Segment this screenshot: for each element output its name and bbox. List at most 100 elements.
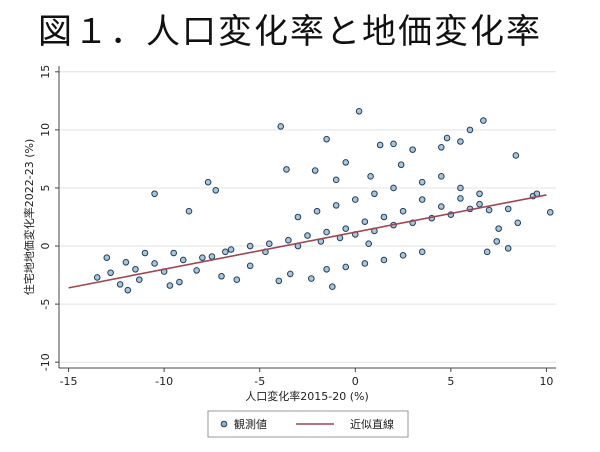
scatter-point bbox=[323, 228, 330, 236]
scatter-point bbox=[283, 166, 290, 173]
scatter-point bbox=[227, 246, 235, 253]
y-axis-label: 住宅地地価変化率2022-23 (%) bbox=[22, 139, 36, 296]
scatter-point bbox=[438, 173, 445, 180]
scatter-point bbox=[304, 232, 311, 239]
scatter-point bbox=[93, 274, 101, 281]
scatter-point bbox=[222, 248, 229, 256]
legend-label-fit: 近似直線 bbox=[350, 417, 394, 431]
scatter-point bbox=[355, 108, 363, 115]
scatter-point bbox=[141, 249, 149, 257]
scatter-point bbox=[294, 213, 302, 221]
scatter-point bbox=[342, 225, 350, 232]
x-tick-label: -10 bbox=[155, 375, 173, 388]
scatter-point bbox=[116, 281, 124, 288]
scatter-point bbox=[313, 207, 321, 215]
scatter-point bbox=[218, 272, 225, 280]
scatter-point bbox=[409, 146, 416, 153]
scatter-point bbox=[170, 249, 177, 257]
y-tick-label: 5 bbox=[39, 184, 52, 191]
scatter-point bbox=[285, 236, 292, 244]
scatter-point bbox=[443, 134, 451, 142]
scatter-point bbox=[107, 269, 114, 277]
scatter-point bbox=[380, 256, 388, 264]
scatter-point bbox=[390, 184, 397, 192]
scatter-point bbox=[485, 206, 493, 214]
scatter-point bbox=[457, 195, 464, 202]
scatter-point bbox=[311, 167, 319, 174]
scatter-point bbox=[418, 178, 426, 186]
scatter-point bbox=[476, 200, 483, 208]
x-tick-label: 10 bbox=[539, 375, 553, 388]
scatter-point bbox=[495, 225, 502, 232]
y-tick-label: 10 bbox=[39, 123, 52, 137]
scatter-point bbox=[185, 207, 193, 215]
scatter-point bbox=[193, 267, 200, 274]
scatter-point bbox=[135, 276, 143, 284]
legend: 観測値 近似直線 bbox=[207, 410, 409, 438]
scatter-point bbox=[208, 253, 216, 260]
page-title: 図１．人口変化率と地価変化率 bbox=[38, 12, 542, 52]
x-tick-label: 0 bbox=[352, 375, 359, 388]
scatter-point bbox=[371, 190, 378, 198]
scatter-point bbox=[342, 263, 350, 271]
scatter-point bbox=[457, 184, 464, 192]
gridlines bbox=[59, 71, 556, 363]
y-tick-label: 0 bbox=[39, 243, 52, 250]
scatter-point bbox=[480, 117, 487, 124]
scatter-point bbox=[329, 283, 336, 290]
x-tick-label: 5 bbox=[447, 375, 454, 388]
scatter-point bbox=[204, 178, 212, 186]
scatter-point bbox=[418, 248, 426, 256]
legend-marker-observed bbox=[220, 420, 228, 428]
scatter-point bbox=[351, 196, 359, 203]
scatter-point bbox=[376, 141, 384, 149]
scatter-point bbox=[367, 173, 374, 180]
fit-line-layer bbox=[68, 194, 547, 289]
scatter-point bbox=[286, 270, 294, 278]
scatter-point bbox=[365, 240, 372, 248]
scatter-point bbox=[103, 254, 111, 261]
y-tick-label: -10 bbox=[39, 353, 52, 371]
scatter-point bbox=[438, 144, 445, 151]
scatter-point bbox=[151, 260, 158, 267]
scatter-point bbox=[332, 176, 340, 184]
scatter-point bbox=[361, 218, 369, 225]
scatter-point bbox=[380, 213, 388, 221]
scatter-point bbox=[151, 190, 158, 198]
scatter-point bbox=[166, 282, 174, 289]
scatter-point bbox=[199, 254, 206, 261]
scatter-point bbox=[514, 219, 522, 227]
y-tick-label: -5 bbox=[39, 299, 52, 310]
scatter-point bbox=[493, 238, 501, 245]
scatter-point bbox=[418, 196, 426, 203]
scatter-point bbox=[390, 140, 397, 148]
scatter-point bbox=[275, 277, 283, 285]
scatter-point bbox=[504, 245, 512, 252]
scatter-point bbox=[233, 276, 241, 284]
scatter-point bbox=[122, 259, 130, 266]
scatter-point bbox=[438, 203, 445, 210]
scatter-point bbox=[399, 207, 407, 215]
scatter-point bbox=[265, 240, 273, 248]
x-axis-label: 人口変化率2015-20 (%) bbox=[245, 389, 369, 403]
scatter-point bbox=[397, 161, 405, 169]
x-tick-label: -15 bbox=[60, 375, 78, 388]
scatter-point bbox=[342, 159, 350, 166]
scatter-point bbox=[308, 275, 315, 282]
scatter-point bbox=[546, 209, 554, 216]
scatter-point bbox=[212, 186, 220, 194]
scatter-point bbox=[399, 252, 407, 259]
scatter-point bbox=[476, 190, 483, 198]
scatter-point bbox=[323, 135, 330, 143]
scatter-point bbox=[124, 286, 132, 294]
y-tick-label: 15 bbox=[39, 65, 52, 79]
scatter-point bbox=[466, 126, 474, 134]
scatter-point bbox=[483, 248, 491, 256]
scatter-point bbox=[504, 205, 512, 213]
axes bbox=[58, 66, 556, 369]
x-tick-label: -5 bbox=[254, 375, 265, 388]
scatter-point bbox=[132, 265, 139, 273]
scatter-point bbox=[332, 202, 340, 209]
scatter-point bbox=[176, 278, 183, 286]
